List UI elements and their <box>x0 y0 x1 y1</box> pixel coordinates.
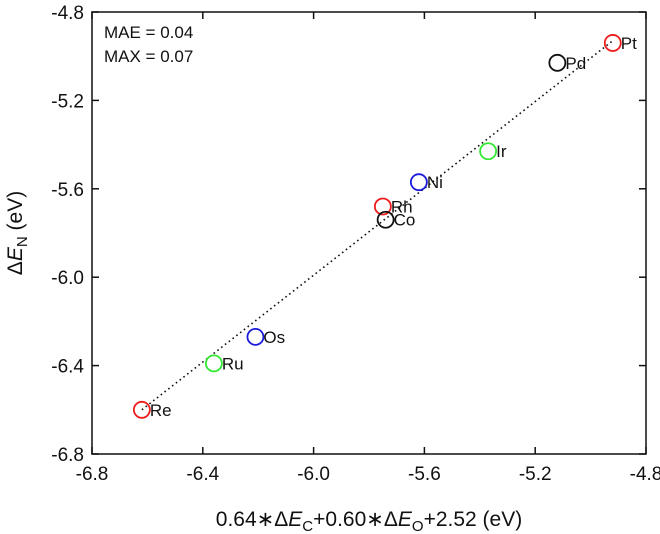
point-label-os: Os <box>263 328 285 347</box>
point-label-ni: Ni <box>427 173 443 192</box>
data-point-pd <box>548 53 567 72</box>
plot-frame <box>91 11 647 455</box>
point-label-pd: Pd <box>565 54 586 73</box>
x-tick-label: -6.0 <box>297 464 330 485</box>
y-tick-label: -4.8 <box>51 3 84 24</box>
max-annotation: MAX = 0.07 <box>104 47 193 66</box>
data-point-ru <box>204 354 223 373</box>
data-point-re <box>132 400 151 419</box>
point-label-pt: Pt <box>621 34 637 53</box>
fit-line <box>141 40 614 411</box>
x-tick-label: -6.8 <box>76 464 109 485</box>
point-label-rh: Rh <box>391 197 413 216</box>
data-point-os <box>246 327 265 346</box>
y-tick-label: -5.2 <box>51 91 84 112</box>
point-label-ir: Ir <box>496 142 507 161</box>
mae-annotation: MAE = 0.04 <box>104 23 193 42</box>
point-label-re: Re <box>150 401 172 420</box>
data-point-ir <box>479 142 498 161</box>
data-point-ni <box>409 173 428 192</box>
x-tick-label: -5.6 <box>408 464 441 485</box>
y-tick-label: -6.4 <box>51 357 84 378</box>
data-point-co <box>376 210 395 229</box>
data-point-rh <box>373 197 392 216</box>
axis-ticks: -6.8 -6.4 -6.0 -5.6 -5.2 -4.8 -6.8 -6.4 -6.0 -5.6… <box>51 3 660 485</box>
y-tick-label: -6.0 <box>51 268 84 289</box>
point-label-ru: Ru <box>222 354 244 373</box>
x-tick-label: -5.2 <box>519 464 552 485</box>
x-axis-title: 0.64∗ΔEC+0.60∗ΔEO+2.52 (eV) <box>216 508 522 534</box>
x-tick-label: -6.4 <box>186 464 219 485</box>
y-tick-label: -6.8 <box>51 445 84 466</box>
y-tick-label: -5.6 <box>51 180 84 201</box>
x-tick-label: -4.8 <box>630 464 660 485</box>
point-label-co: Co <box>394 211 416 230</box>
y-axis-title: ΔEN (eV) <box>4 191 31 275</box>
data-point-pt <box>603 34 622 52</box>
